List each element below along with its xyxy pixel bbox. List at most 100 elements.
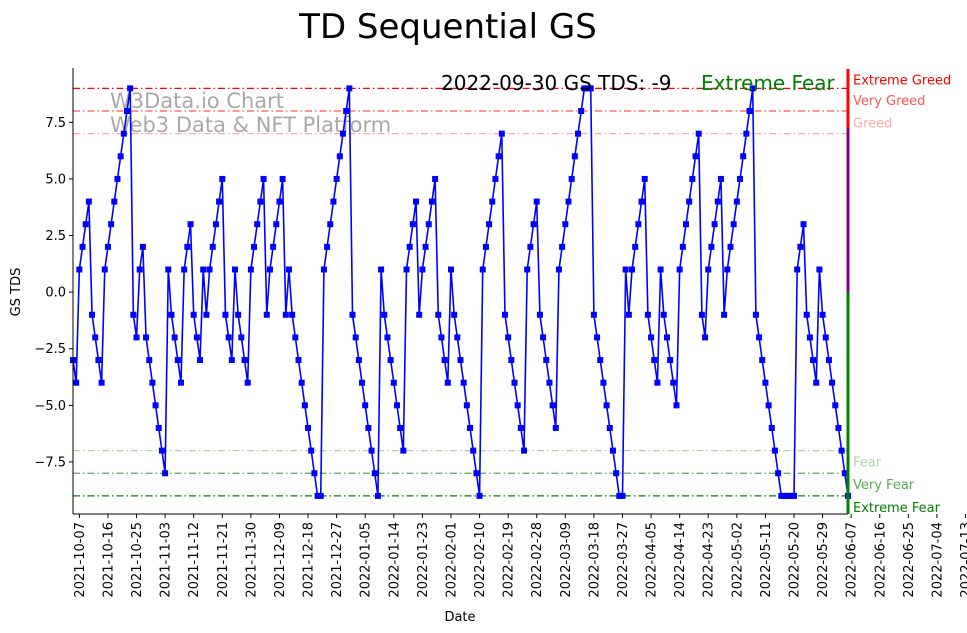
data-point	[136, 266, 143, 273]
data-point	[409, 221, 416, 228]
x-tick-label-4: 2021-11-12	[187, 522, 202, 598]
x-tick-label-25: 2022-05-20	[788, 522, 803, 598]
data-point	[435, 311, 442, 318]
x-tick-label-26: 2022-05-29	[816, 522, 831, 598]
y-tick-label-5: 5.0	[45, 172, 66, 187]
data-point	[708, 243, 715, 250]
data-point	[473, 470, 480, 477]
data-point	[517, 424, 524, 431]
data-point	[362, 402, 369, 409]
zone-label-1: Very Greed	[853, 94, 925, 109]
data-point	[460, 379, 467, 386]
series-line	[72, 87, 849, 497]
data-point	[638, 198, 645, 205]
data-point	[629, 266, 636, 273]
data-point	[698, 311, 705, 318]
y-tick-label-3: 0.0	[45, 286, 66, 301]
data-point	[330, 198, 337, 205]
data-point	[663, 334, 670, 341]
watermark: W3Data.io Chart Web3 Data & NFT Platform	[110, 89, 391, 137]
data-point	[644, 311, 651, 318]
y-tick-label-4: 2.5	[45, 229, 66, 244]
data-point	[149, 379, 156, 386]
data-point	[749, 85, 756, 92]
data-point	[384, 334, 391, 341]
data-point	[543, 357, 550, 364]
data-point	[733, 198, 740, 205]
y-tick-label-1: −5.0	[34, 399, 66, 414]
data-point	[454, 334, 461, 341]
y-axis-label: GS TDS	[9, 268, 24, 317]
x-tick-label-14: 2022-02-10	[473, 522, 488, 598]
x-tick-label-12: 2022-01-23	[416, 522, 431, 598]
data-point	[104, 243, 111, 250]
data-point	[470, 447, 477, 454]
data-point	[657, 266, 664, 273]
data-point	[193, 334, 200, 341]
x-tick-label-30: 2022-07-04	[930, 522, 945, 598]
x-tick-label-7: 2021-12-09	[273, 522, 288, 598]
data-point	[635, 221, 642, 228]
data-point	[594, 334, 601, 341]
data-point	[778, 492, 785, 499]
data-point	[676, 266, 683, 273]
x-tick-label-17: 2022-03-09	[559, 522, 574, 598]
data-point	[565, 198, 572, 205]
data-point	[679, 243, 686, 250]
data-point	[486, 221, 493, 228]
x-ticks: 2021-10-07 2021-10-16 2021-10-25 2021-11-03…	[73, 514, 967, 598]
data-point	[603, 402, 610, 409]
data-point	[721, 311, 728, 318]
data-point	[673, 402, 680, 409]
series-group	[70, 85, 851, 499]
x-tick-label-20: 2022-04-05	[645, 522, 660, 598]
data-point	[266, 266, 273, 273]
data-point	[797, 243, 804, 250]
data-point	[530, 221, 537, 228]
data-point	[397, 424, 404, 431]
data-point	[489, 198, 496, 205]
x-tick-label-6: 2021-11-30	[244, 522, 259, 598]
data-point	[609, 447, 616, 454]
data-point	[571, 153, 578, 160]
data-point	[841, 470, 848, 477]
data-point	[279, 175, 286, 182]
data-point	[800, 221, 807, 228]
x-tick-label-1: 2021-10-16	[101, 522, 116, 598]
data-point	[285, 266, 292, 273]
data-point	[79, 243, 86, 250]
data-point	[327, 221, 334, 228]
data-point	[301, 402, 308, 409]
data-point	[825, 357, 832, 364]
data-point	[76, 266, 83, 273]
data-point	[555, 266, 562, 273]
x-tick-label-21: 2022-04-14	[673, 522, 688, 598]
data-point	[660, 311, 667, 318]
x-tick-label-16: 2022-02-28	[530, 522, 545, 598]
data-point	[514, 402, 521, 409]
data-point	[501, 311, 508, 318]
data-point	[231, 266, 238, 273]
data-point	[355, 357, 362, 364]
x-tick-label-24: 2022-05-11	[759, 522, 774, 598]
data-point	[832, 402, 839, 409]
data-point	[641, 175, 648, 182]
data-point	[225, 334, 232, 341]
data-point	[527, 243, 534, 250]
data-point	[263, 311, 270, 318]
data-point	[295, 357, 302, 364]
data-point	[343, 108, 350, 115]
data-point	[174, 357, 181, 364]
data-point	[552, 424, 559, 431]
data-point	[759, 357, 766, 364]
data-point	[714, 198, 721, 205]
data-point	[203, 311, 210, 318]
data-point	[695, 130, 702, 137]
data-point	[190, 311, 197, 318]
data-point	[406, 243, 413, 250]
data-point	[92, 334, 99, 341]
latest-status: Extreme Fear	[701, 71, 836, 95]
data-point	[584, 85, 591, 92]
data-point	[717, 175, 724, 182]
data-point	[819, 311, 826, 318]
